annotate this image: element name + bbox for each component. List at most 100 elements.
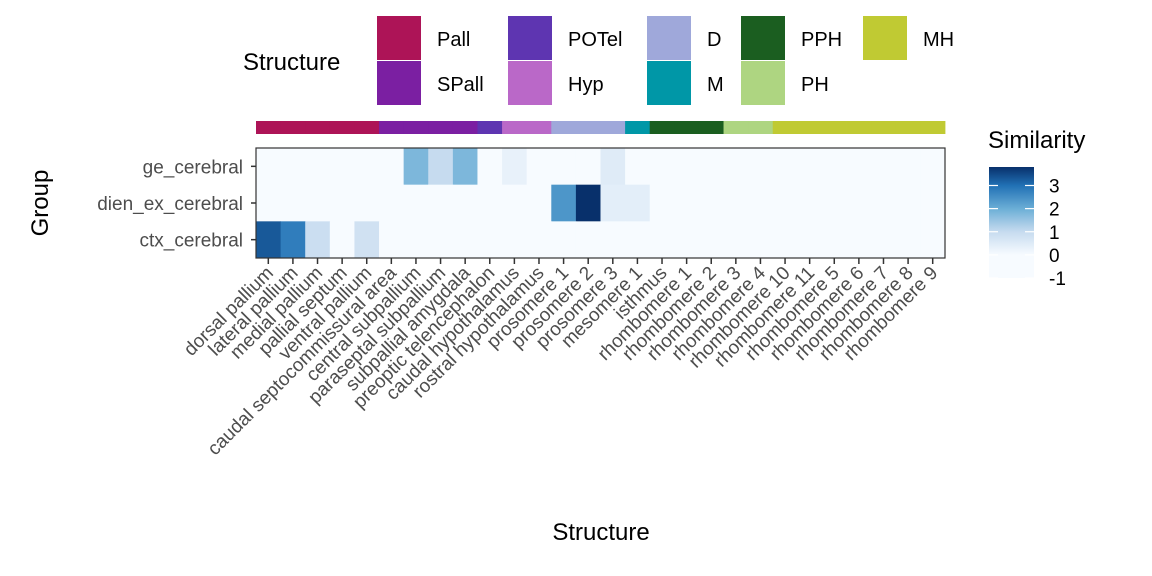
annotation-segment bbox=[280, 121, 306, 134]
heatmap-cell bbox=[428, 148, 454, 186]
annotation-segment bbox=[649, 121, 675, 134]
heatmap-cell bbox=[551, 184, 577, 222]
heatmap-cell bbox=[403, 148, 429, 186]
heatmap-cell bbox=[502, 184, 528, 222]
structure-legend-label: PH bbox=[801, 74, 829, 96]
annotation-segment bbox=[502, 121, 528, 134]
y-axis: ge_cerebral dien_ex_cerebral ctx_cerebral bbox=[97, 157, 256, 252]
colorbar-tick-label: 3 bbox=[1049, 177, 1060, 198]
heatmap-cell bbox=[379, 221, 405, 259]
heatmap-cell bbox=[502, 148, 528, 186]
heatmap-cell bbox=[895, 221, 921, 259]
heatmap-cell bbox=[625, 148, 651, 186]
heatmap-cell bbox=[625, 221, 651, 259]
similarity-colorbar bbox=[989, 167, 1034, 278]
structure-legend-label: POTel bbox=[568, 29, 622, 51]
heatmap-cell bbox=[846, 221, 872, 259]
heatmap-cell bbox=[354, 221, 380, 259]
heatmap-cell bbox=[871, 148, 897, 186]
annotation-segment bbox=[895, 121, 921, 134]
annotation-segment bbox=[551, 121, 577, 134]
heatmap-cell bbox=[379, 184, 405, 222]
heatmap-cell bbox=[895, 184, 921, 222]
heatmap-cell bbox=[575, 184, 601, 222]
heatmap-cells bbox=[256, 148, 946, 259]
heatmap-cell bbox=[280, 221, 306, 259]
structure-legend-key bbox=[647, 61, 691, 105]
heatmap-cell bbox=[797, 184, 823, 222]
annotation-segment bbox=[379, 121, 405, 134]
heatmap-cell bbox=[748, 184, 774, 222]
heatmap-cell bbox=[329, 148, 355, 186]
heatmap-cell bbox=[452, 148, 478, 186]
structure-legend-label: SPall bbox=[437, 74, 484, 96]
colorbar-tick-label: -1 bbox=[1049, 269, 1066, 290]
structure-legend-label: Hyp bbox=[568, 74, 604, 96]
heatmap-cell bbox=[674, 148, 700, 186]
heatmap-cell bbox=[674, 221, 700, 259]
heatmap-cell bbox=[772, 221, 798, 259]
annotation-segment bbox=[625, 121, 651, 134]
heatmap-cell bbox=[305, 148, 331, 186]
heatmap-cell bbox=[526, 221, 552, 259]
annotation-segment bbox=[920, 121, 946, 134]
annotation-segment bbox=[748, 121, 774, 134]
heatmap-cell bbox=[600, 221, 626, 259]
annotation-segment bbox=[403, 121, 429, 134]
structure-legend-key bbox=[741, 61, 785, 105]
heatmap-cell bbox=[871, 221, 897, 259]
structure-legend-key bbox=[647, 16, 691, 60]
heatmap-cell bbox=[772, 148, 798, 186]
annotation-segment bbox=[600, 121, 626, 134]
annotation-segment bbox=[305, 121, 331, 134]
heatmap-cell bbox=[920, 221, 946, 259]
heatmap-cell bbox=[846, 148, 872, 186]
heatmap-cell bbox=[698, 148, 724, 186]
annotation-segment bbox=[256, 121, 282, 134]
heatmap-cell bbox=[477, 148, 503, 186]
heatmap-cell bbox=[551, 148, 577, 186]
heatmap-cell bbox=[379, 148, 405, 186]
heatmap-cell bbox=[256, 184, 282, 222]
heatmap-cell bbox=[821, 184, 847, 222]
heatmap-cell bbox=[551, 221, 577, 259]
heatmap-cell bbox=[502, 221, 528, 259]
y-tick-label: dien_ex_cerebral bbox=[97, 194, 243, 215]
heatmap-cell bbox=[649, 184, 675, 222]
heatmap-cell bbox=[526, 148, 552, 186]
annotation-segment bbox=[723, 121, 749, 134]
heatmap-cell bbox=[871, 184, 897, 222]
heatmap-cell bbox=[649, 148, 675, 186]
heatmap-cell bbox=[920, 148, 946, 186]
annotation-segment bbox=[698, 121, 724, 134]
heatmap-cell bbox=[305, 221, 331, 259]
heatmap-cell bbox=[280, 148, 306, 186]
heatmap-cell bbox=[698, 221, 724, 259]
heatmap-cell bbox=[600, 184, 626, 222]
annotation-segment bbox=[674, 121, 700, 134]
structure-legend-title: Structure bbox=[243, 49, 340, 76]
heatmap-cell bbox=[329, 221, 355, 259]
heatmap-cell bbox=[428, 184, 454, 222]
heatmap-cell bbox=[354, 148, 380, 186]
annotation-segment bbox=[797, 121, 823, 134]
heatmap-cell bbox=[477, 184, 503, 222]
annotation-segment bbox=[329, 121, 355, 134]
annotation-segment bbox=[526, 121, 552, 134]
heatmap-cell bbox=[895, 148, 921, 186]
heatmap-cell bbox=[452, 184, 478, 222]
colorbar-tick-label: 2 bbox=[1049, 200, 1060, 221]
heatmap-cell bbox=[748, 221, 774, 259]
annotation-segment bbox=[772, 121, 798, 134]
annotation-segment bbox=[452, 121, 478, 134]
structure-legend-key bbox=[508, 61, 552, 105]
heatmap-cell bbox=[846, 184, 872, 222]
structure-legend-key bbox=[508, 16, 552, 60]
heatmap-cell bbox=[723, 148, 749, 186]
colorbar-tick-label: 1 bbox=[1049, 223, 1060, 244]
heatmap-cell bbox=[305, 184, 331, 222]
annotation-segment bbox=[354, 121, 380, 134]
y-axis-title: Group bbox=[27, 170, 54, 237]
